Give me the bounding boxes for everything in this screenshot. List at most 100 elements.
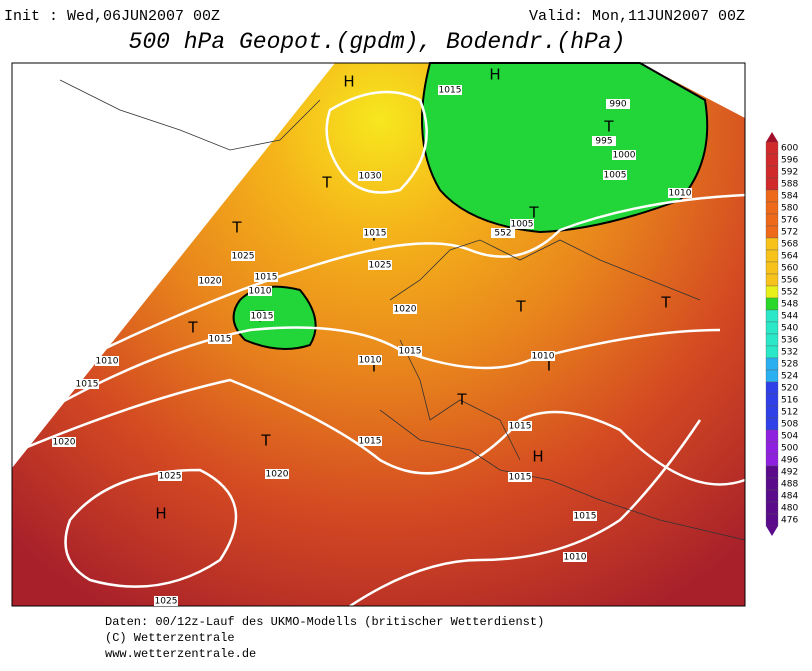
isobar-label-bg bbox=[154, 596, 178, 606]
legend-tick-label: 572 bbox=[781, 228, 798, 238]
legend-swatch bbox=[765, 141, 779, 155]
legend-tick-label: 584 bbox=[781, 192, 798, 202]
isobar-label: 1010 bbox=[669, 189, 692, 199]
isobar-label-bg bbox=[612, 150, 636, 160]
isobar-label: 1015 bbox=[76, 380, 99, 390]
legend-tick-label: 484 bbox=[781, 492, 798, 502]
pressure-center: T bbox=[260, 432, 271, 450]
isobar-label: 1015 bbox=[359, 437, 382, 447]
legend-tick-label: 540 bbox=[781, 324, 798, 334]
legend-tick-label: 552 bbox=[781, 288, 798, 298]
legend-swatch bbox=[765, 297, 779, 311]
map-labels: HHTTTTTTTTTTTTTHH10159909951000100510101… bbox=[52, 66, 692, 607]
isobar-label-bg bbox=[248, 286, 272, 296]
legend-swatch bbox=[765, 513, 779, 527]
legend-tick-label: 488 bbox=[781, 480, 798, 490]
isobar-label: 995 bbox=[595, 137, 612, 147]
color-legend: 600 596 592 588 584 580 576 572 568 564 560 556 552 5… bbox=[765, 132, 798, 536]
legend-swatch bbox=[765, 369, 779, 383]
legend-tick-label: 500 bbox=[781, 444, 798, 454]
isobar-label: 1020 bbox=[394, 305, 417, 315]
pressure-center: T bbox=[187, 319, 198, 337]
legend-tick-label: 580 bbox=[781, 204, 798, 214]
isobar-label-bg bbox=[668, 188, 692, 198]
legend-swatch bbox=[765, 153, 779, 167]
isobar-label: 1025 bbox=[232, 252, 255, 262]
footer-line: (C) Wetterzentrale bbox=[105, 631, 235, 645]
legend-tick-label: 480 bbox=[781, 504, 798, 514]
isobar-label-bg bbox=[510, 219, 534, 229]
isobar-label: 1030 bbox=[359, 172, 382, 182]
legend-tick-label: 492 bbox=[781, 468, 798, 478]
legend-tick-label: 568 bbox=[781, 240, 798, 250]
legend-swatch bbox=[765, 249, 779, 263]
pressure-center: T bbox=[231, 219, 242, 237]
isobar-label: 1015 bbox=[255, 273, 278, 283]
legend-swatch bbox=[765, 285, 779, 299]
isobar-label: 1015 bbox=[399, 347, 422, 357]
legend-tick-label: 528 bbox=[781, 360, 798, 370]
isobar-label-bg bbox=[606, 99, 630, 109]
pressure-center: T bbox=[321, 174, 332, 192]
isobar-label: 1005 bbox=[604, 171, 627, 181]
pressure-center: T bbox=[603, 118, 614, 136]
isobar-label-bg bbox=[358, 171, 382, 181]
pressure-center: H bbox=[532, 448, 543, 466]
isobar-label: 1010 bbox=[249, 287, 272, 297]
legend-swatch bbox=[765, 201, 779, 215]
legend-tick-label: 544 bbox=[781, 312, 798, 322]
legend-tick-label: 508 bbox=[781, 420, 798, 430]
legend-cap bbox=[766, 526, 778, 536]
isobar-label-bg bbox=[358, 355, 382, 365]
legend-tick-label: 564 bbox=[781, 252, 798, 262]
legend-tick-label: 520 bbox=[781, 384, 798, 394]
pressure-center: T bbox=[543, 357, 554, 375]
isobar-label-bg bbox=[393, 304, 417, 314]
legend-swatch bbox=[765, 261, 779, 275]
legend-swatch bbox=[765, 465, 779, 479]
legend-swatch bbox=[765, 189, 779, 203]
isobar-label-bg bbox=[508, 472, 532, 482]
legend-swatch bbox=[765, 165, 779, 179]
legend-tick-label: 596 bbox=[781, 156, 798, 166]
legend-tick-label: 600 bbox=[781, 144, 798, 154]
legend-swatch bbox=[765, 429, 779, 443]
isobar-label-bg bbox=[158, 471, 182, 481]
map-title: 500 hPa Geopot.(gpdm), Bodendr.(hPa) bbox=[129, 29, 626, 55]
isobar-label-bg bbox=[563, 552, 587, 562]
legend-tick-label: 560 bbox=[781, 264, 798, 274]
isobar-label: 1015 bbox=[364, 229, 387, 239]
legend-tick-label: 516 bbox=[781, 396, 798, 406]
isobar-label-bg bbox=[592, 136, 616, 146]
isobar-label-bg bbox=[531, 351, 555, 361]
legend-swatch bbox=[765, 333, 779, 347]
legend-tick-label: 504 bbox=[781, 432, 798, 442]
legend-tick-label: 524 bbox=[781, 372, 798, 382]
isobar-label: 1000 bbox=[613, 151, 636, 161]
legend-tick-label: 548 bbox=[781, 300, 798, 310]
isobar-label: 1015 bbox=[509, 422, 532, 432]
isobar-label: 1010 bbox=[564, 553, 587, 563]
isobar-label: 1015 bbox=[209, 335, 232, 345]
pressure-center: T bbox=[456, 391, 467, 409]
isobar-label-bg bbox=[508, 421, 532, 431]
legend-swatch bbox=[765, 321, 779, 335]
legend-swatch bbox=[765, 177, 779, 191]
legend-swatch bbox=[765, 405, 779, 419]
isobar-label: 1015 bbox=[574, 512, 597, 522]
isobar-label: 990 bbox=[609, 100, 626, 110]
isobar-label-bg bbox=[265, 469, 289, 479]
isobar-label-bg bbox=[250, 311, 274, 321]
isobar-label-bg bbox=[52, 437, 76, 447]
legend-swatch bbox=[765, 213, 779, 227]
legend-swatch bbox=[765, 273, 779, 287]
isobar-label-bg bbox=[603, 170, 627, 180]
isobar-label-bg bbox=[198, 276, 222, 286]
isobar-label: 1020 bbox=[53, 438, 76, 448]
legend-tick-label: 532 bbox=[781, 348, 798, 358]
legend-tick-label: 496 bbox=[781, 456, 798, 466]
legend-tick-label: 576 bbox=[781, 216, 798, 226]
legend-tick-label: 476 bbox=[781, 516, 798, 526]
isobar-label: 552 bbox=[494, 229, 511, 239]
